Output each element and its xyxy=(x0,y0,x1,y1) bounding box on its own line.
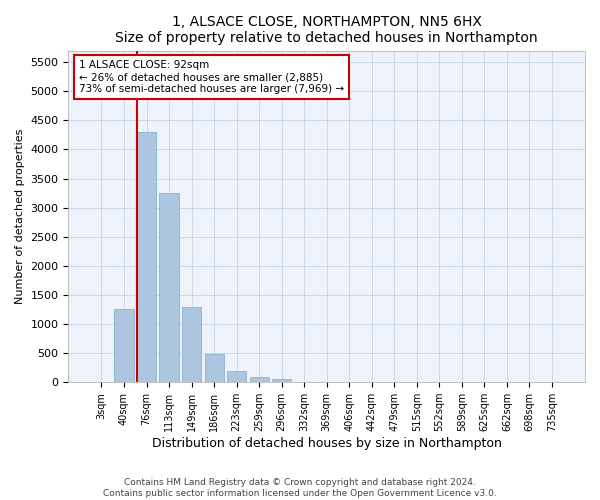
Bar xyxy=(160,193,179,382)
Text: Contains HM Land Registry data © Crown copyright and database right 2024.
Contai: Contains HM Land Registry data © Crown c… xyxy=(103,478,497,498)
Bar xyxy=(272,378,291,382)
Bar xyxy=(115,310,134,382)
Bar xyxy=(227,370,246,382)
Text: 1 ALSACE CLOSE: 92sqm
← 26% of detached houses are smaller (2,885)
73% of semi-d: 1 ALSACE CLOSE: 92sqm ← 26% of detached … xyxy=(79,60,344,94)
Bar xyxy=(250,377,269,382)
Bar xyxy=(137,132,156,382)
Y-axis label: Number of detached properties: Number of detached properties xyxy=(15,128,25,304)
Bar xyxy=(205,354,224,382)
Bar xyxy=(182,306,201,382)
Title: 1, ALSACE CLOSE, NORTHAMPTON, NN5 6HX
Size of property relative to detached hous: 1, ALSACE CLOSE, NORTHAMPTON, NN5 6HX Si… xyxy=(115,15,538,45)
X-axis label: Distribution of detached houses by size in Northampton: Distribution of detached houses by size … xyxy=(152,437,502,450)
